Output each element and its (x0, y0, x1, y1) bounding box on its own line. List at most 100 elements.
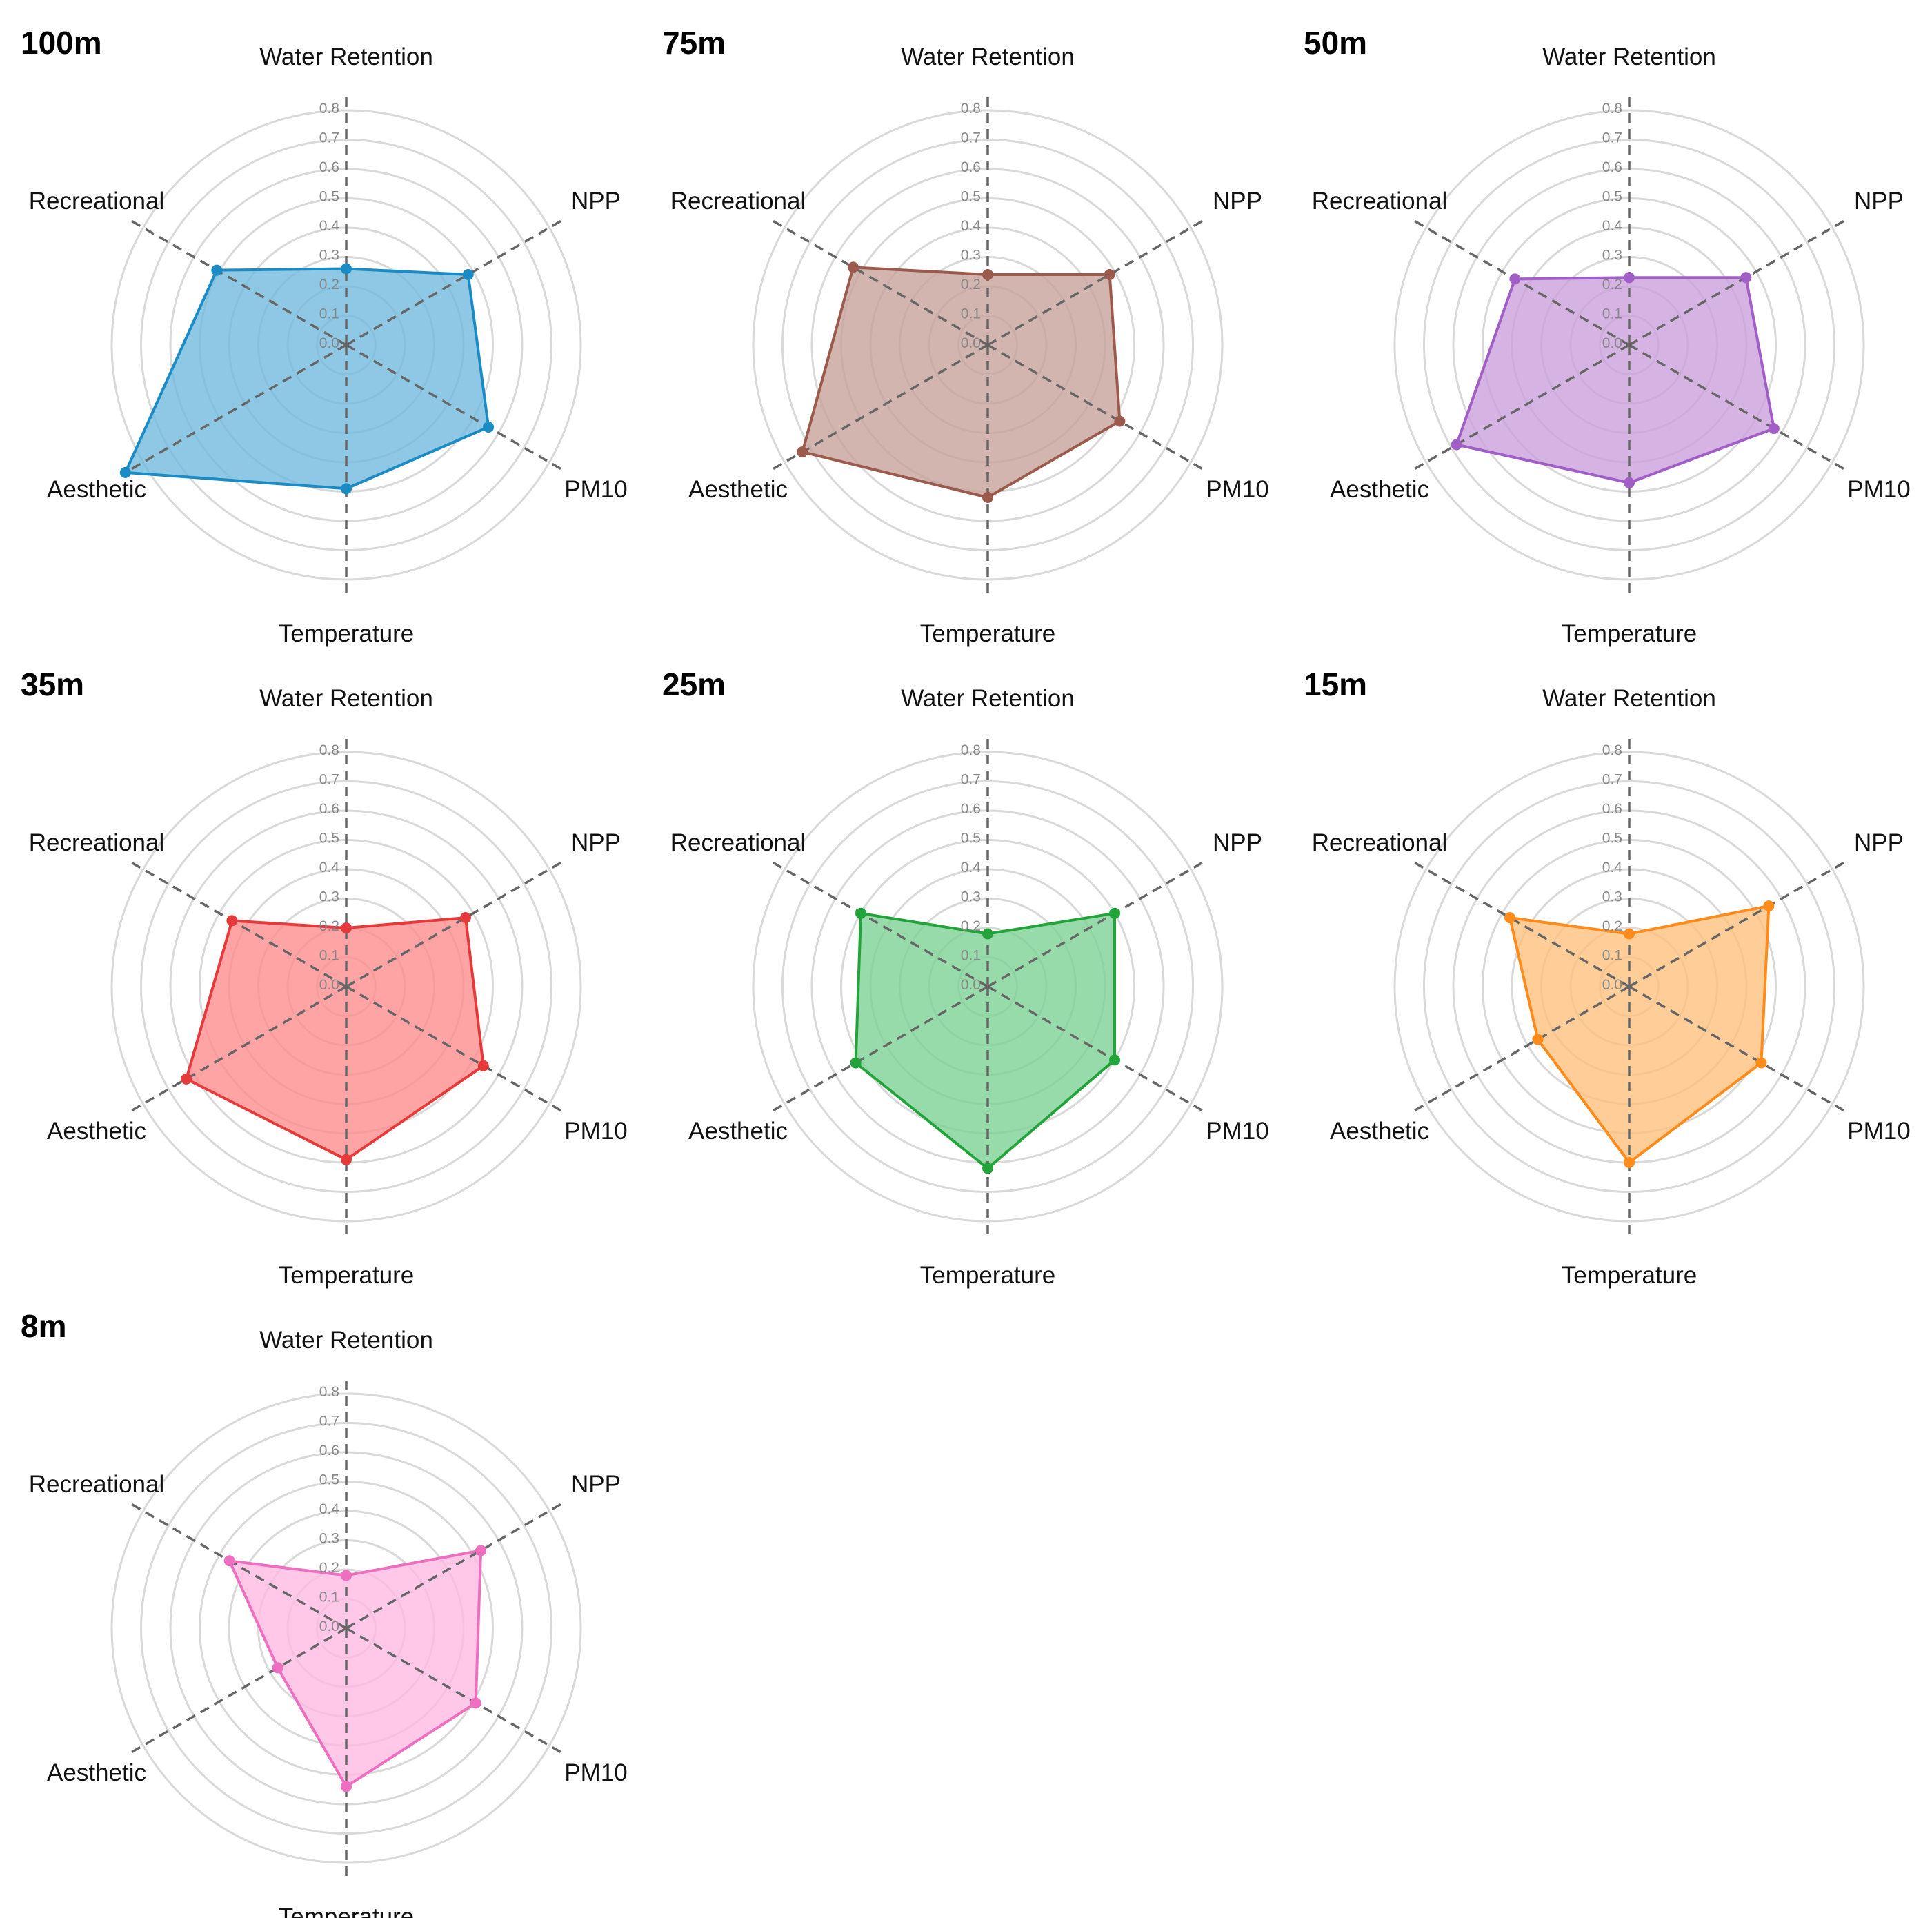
axis-spoke-pm10 (346, 344, 562, 471)
grid-ring-0-8 (110, 751, 582, 1223)
tick-label-0-3: 0.3 (319, 248, 339, 264)
tick-label-0-8: 0.8 (961, 742, 981, 758)
grid-ring-0-8 (752, 109, 1224, 581)
data-point-temperature (341, 1781, 352, 1792)
radar-panel-8m: 8m 0.0 0.1 0.2 0.3 0.4 0.5 0.6 0.7 0.8 Water Reten… (21, 1308, 628, 1918)
data-point-water-retention (341, 1570, 352, 1581)
tick-label-0-1: 0.1 (1602, 306, 1622, 322)
data-point-pm10 (1109, 1054, 1120, 1066)
axis-spoke-npp (987, 861, 1204, 988)
grid-ring-0-7 (140, 1422, 552, 1835)
panel-title: 50m (1304, 25, 1367, 61)
panel-title: 8m (21, 1308, 66, 1344)
tick-label-0-6: 0.6 (319, 801, 339, 817)
axis-label-pm10: PM10 (1847, 476, 1910, 503)
axis-label-temperature: Temperature (920, 620, 1055, 647)
axis-label-water-retention: Water Retention (1542, 43, 1716, 70)
tick-label-0-1: 0.1 (1602, 948, 1622, 964)
tick-label-0-5: 0.5 (319, 189, 339, 205)
axis-spoke-npp (1629, 861, 1845, 988)
data-point-temperature (1624, 1157, 1635, 1168)
data-point-aesthetic (797, 446, 808, 458)
axis-spoke-recreational (1413, 861, 1630, 988)
data-point-temperature (982, 1163, 993, 1174)
axis-label-temperature: Temperature (1562, 620, 1697, 647)
data-point-temperature (982, 492, 993, 503)
axis-label-temperature: Temperature (920, 1262, 1055, 1289)
tick-label-0-0: 0.0 (961, 977, 981, 993)
data-area (854, 911, 1116, 1170)
data-point-temperature (341, 483, 352, 495)
tick-label-0-2: 0.2 (961, 277, 981, 293)
radar-panel-25m: 25m 0.0 0.1 0.2 0.3 0.4 0.5 0.6 0.7 0.8 Water Rete… (662, 666, 1269, 1289)
axis-spoke-npp (346, 861, 562, 988)
tick-label-0-0: 0.0 (1602, 335, 1622, 351)
grid-ring-0-7 (1423, 780, 1835, 1193)
data-point-water-retention (341, 922, 352, 933)
axis-label-recreational: Recreational (670, 188, 806, 215)
axis-spoke-pm10 (1629, 985, 1845, 1112)
data-point-temperature (341, 1154, 352, 1165)
tick-label-0-2: 0.2 (319, 1560, 339, 1576)
data-point-recreational (226, 915, 238, 927)
tick-label-0-7: 0.7 (1602, 130, 1622, 146)
tick-label-0-4: 0.4 (319, 860, 340, 876)
data-point-temperature (1624, 477, 1635, 488)
axis-label-npp: NPP (571, 829, 621, 856)
tick-label-0-5: 0.5 (319, 1472, 339, 1488)
tick-label-0-2: 0.2 (1602, 918, 1622, 934)
axis-spoke-pm10 (987, 985, 1204, 1112)
tick-label-0-8: 0.8 (1602, 742, 1622, 758)
panel-title: 15m (1304, 666, 1367, 702)
data-point-water-retention (341, 263, 352, 275)
tick-label-0-5: 0.5 (1602, 831, 1622, 847)
radar-panel-50m: 50m 0.0 0.1 0.2 0.3 0.4 0.5 0.6 0.7 0.8 Water Rete… (1304, 25, 1911, 647)
axis-spoke-pm10 (346, 985, 562, 1112)
axis-spoke-aesthetic (130, 344, 347, 471)
data-point-pm10 (1114, 415, 1126, 427)
axis-label-aesthetic: Aesthetic (688, 1118, 788, 1145)
tick-label-0-4: 0.4 (319, 1501, 340, 1517)
grid-ring-0-7 (140, 139, 552, 551)
axis-label-pm10: PM10 (564, 1759, 627, 1786)
data-point-aesthetic (850, 1057, 862, 1069)
tick-label-0-7: 0.7 (319, 130, 339, 146)
grid-ring-0-8 (1393, 109, 1865, 581)
axis-spoke-recreational (1413, 219, 1630, 346)
tick-label-0-2: 0.2 (319, 277, 339, 293)
data-point-aesthetic (119, 466, 131, 478)
data-point-pm10 (477, 1060, 489, 1071)
axis-label-pm10: PM10 (1847, 1118, 1910, 1145)
panel-title: 35m (21, 666, 84, 702)
tick-label-0-4: 0.4 (961, 860, 982, 876)
tick-label-0-0: 0.0 (319, 335, 339, 351)
grid-ring-0-7 (140, 780, 552, 1193)
axis-spoke-recreational (130, 861, 347, 988)
tick-label-0-3: 0.3 (319, 889, 339, 905)
tick-label-0-8: 0.8 (319, 742, 339, 758)
axis-label-temperature: Temperature (1562, 1262, 1697, 1289)
axis-spoke-npp (987, 219, 1204, 346)
axis-label-npp: NPP (1213, 188, 1262, 215)
data-point-pm10 (470, 1697, 481, 1709)
data-point-recreational (211, 264, 223, 276)
axis-label-water-retention: Water Retention (901, 43, 1075, 70)
axis-label-water-retention: Water Retention (901, 685, 1075, 712)
data-area (123, 267, 490, 491)
tick-label-0-5: 0.5 (961, 831, 981, 847)
tick-label-0-1: 0.1 (319, 306, 339, 322)
data-point-recreational (1504, 912, 1515, 924)
data-point-npp (1763, 900, 1775, 912)
tick-label-0-0: 0.0 (961, 335, 981, 351)
data-point-aesthetic (181, 1073, 192, 1085)
data-point-recreational (1509, 273, 1521, 285)
axis-label-aesthetic: Aesthetic (47, 476, 146, 503)
data-point-aesthetic (272, 1662, 283, 1674)
axis-label-npp: NPP (571, 188, 621, 215)
axis-label-water-retention: Water Retention (259, 43, 433, 70)
axis-label-recreational: Recreational (29, 829, 165, 856)
tick-label-0-7: 0.7 (1602, 772, 1622, 788)
axis-label-temperature: Temperature (279, 1904, 414, 1918)
data-area (801, 266, 1122, 499)
tick-label-0-6: 0.6 (961, 801, 981, 817)
